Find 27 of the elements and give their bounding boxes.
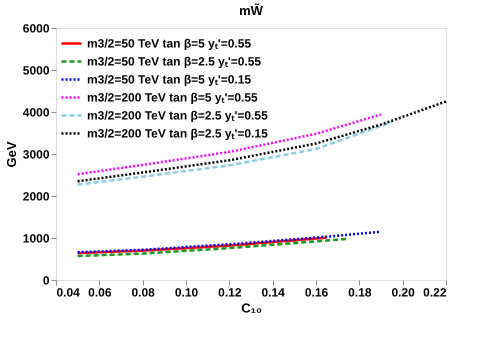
y-tick-label: 1000 [22, 232, 50, 246]
x-tick-label: 0.04 [56, 286, 80, 300]
legend-label: m3/2=200 TeV tan β=5 yₜ'=0.55 [87, 90, 258, 104]
legend-label: m3/2=50 TeV tan β=2.5 yₜ'=0.55 [87, 54, 262, 68]
x-tick-label: 0.18 [348, 286, 372, 300]
y-axis-title: GeV [4, 141, 19, 168]
x-axis-title: C₁₀ [241, 300, 262, 316]
x-tick-label: 0.06 [88, 286, 112, 300]
y-tick-label: 2000 [22, 190, 50, 204]
y-tick-label: 3000 [22, 148, 50, 162]
chart-title: mW̃ [239, 3, 264, 18]
legend-label: m3/2=200 TeV tan β=2.5 yₜ'=0.15 [87, 126, 268, 140]
legend-label: m3/2=50 TeV tan β=5 yₜ'=0.15 [87, 72, 252, 86]
y-tick-label: 5000 [22, 64, 50, 78]
legend-label: m3/2=50 TeV tan β=5 yₜ'=0.55 [87, 36, 252, 50]
x-tick-label: 0.08 [131, 286, 156, 300]
legend-label: m3/2=200 TeV tan β=2.5 yₜ'=0.55 [87, 108, 268, 122]
x-tick-label: 0.22 [423, 286, 447, 300]
y-tick-label: 6000 [22, 22, 50, 36]
y-tick-label: 0 [42, 274, 50, 288]
line-series [76, 120, 394, 186]
x-tick-label: 0.10 [174, 286, 198, 300]
x-tick-label: 0.16 [304, 286, 328, 300]
x-tick-label: 0.12 [218, 286, 242, 300]
x-tick-label: 0.14 [261, 286, 286, 300]
y-tick-label: 4000 [22, 106, 50, 120]
x-tick-label: 0.20 [391, 286, 416, 300]
